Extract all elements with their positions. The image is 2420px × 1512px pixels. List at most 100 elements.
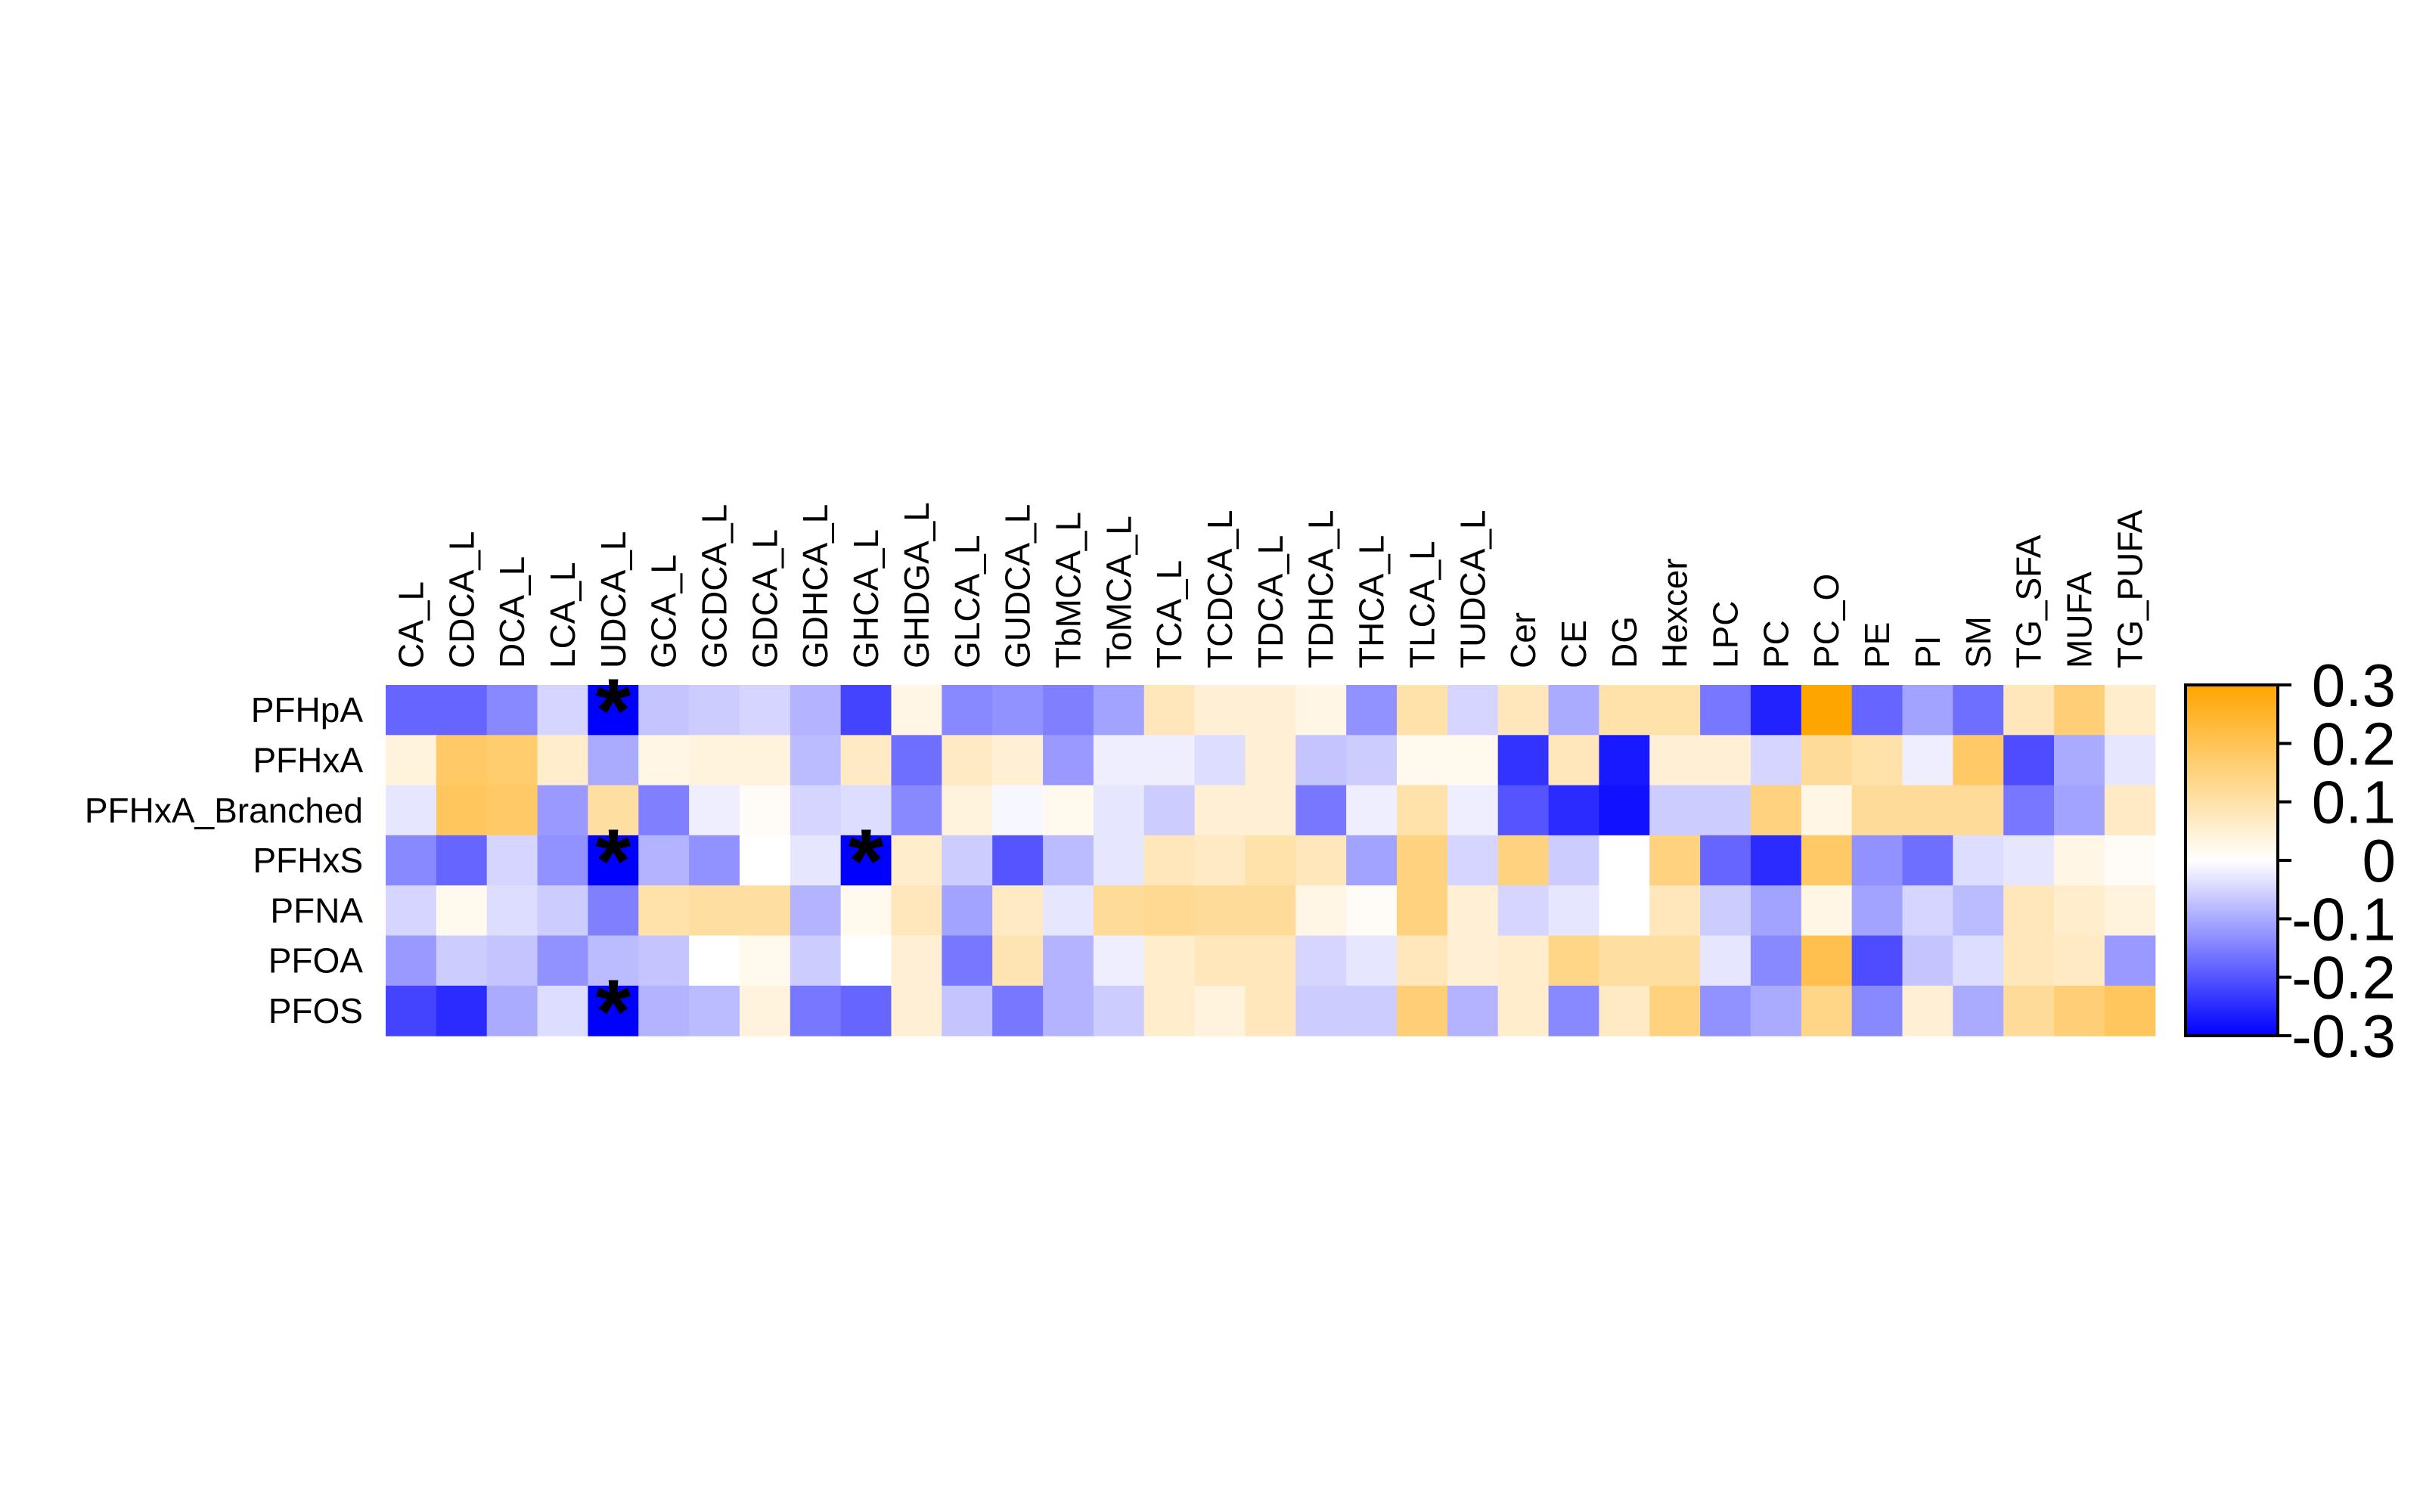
heatmap-cell (992, 935, 1044, 987)
heatmap-cell (1093, 735, 1145, 786)
heatmap-cell (588, 835, 639, 886)
heatmap-cell (1245, 885, 1296, 937)
heatmap-cell (689, 885, 740, 937)
heatmap-cell (2104, 835, 2156, 886)
heatmap-cell (1750, 835, 1802, 886)
heatmap-cell (486, 935, 538, 987)
heatmap-cell (1700, 685, 1751, 736)
row-label: PFHxS (253, 841, 363, 880)
heatmap-cell (638, 835, 690, 886)
heatmap-cell (1953, 885, 2004, 937)
heatmap-cell (1093, 685, 1145, 736)
heatmap-cell (537, 935, 588, 987)
heatmap-cell (992, 685, 1044, 736)
heatmap-cell (386, 835, 437, 886)
heatmap-cell (2003, 785, 2055, 836)
heatmap-cell (588, 785, 639, 836)
heatmap-cell (1851, 685, 1903, 736)
column-label: GHCA_L (846, 529, 886, 668)
heatmap-cell (1599, 985, 1650, 1036)
heatmap-cell (942, 935, 993, 987)
heatmap-cell (386, 735, 437, 786)
heatmap-cell (1194, 685, 1246, 736)
heatmap-cell (638, 785, 690, 836)
heatmap-cell (1346, 785, 1398, 836)
heatmap-cell (1649, 985, 1701, 1036)
column-label: TCDCA_L (1200, 510, 1239, 668)
column-label: TLCA_L (1402, 541, 1441, 668)
heatmap-cell (992, 985, 1044, 1036)
heatmap-cell (942, 735, 993, 786)
heatmap-cell (891, 935, 942, 987)
heatmap-cell (1801, 885, 1853, 937)
heatmap-cell (1295, 835, 1347, 886)
column-label: DCA_L (492, 556, 532, 668)
heatmap-cell (891, 985, 942, 1036)
column-label: TUDCA_L (1453, 510, 1492, 668)
heatmap-cell (1194, 785, 1246, 836)
heatmap-cell (891, 685, 942, 736)
heatmap-cell (1599, 935, 1650, 987)
heatmap-cell (1447, 785, 1499, 836)
heatmap-cell (1043, 885, 1094, 937)
heatmap-cell (1295, 935, 1347, 987)
heatmap-cell (1043, 735, 1094, 786)
heatmap-cell (1346, 835, 1398, 886)
heatmap-cell (1346, 735, 1398, 786)
heatmap-cell (1397, 985, 1448, 1036)
heatmap-cell (2003, 735, 2055, 786)
column-label: LPC (1706, 601, 1745, 668)
heatmap-cell (790, 685, 842, 736)
heatmap-cell (1346, 885, 1398, 937)
heatmap-cell (1447, 835, 1499, 886)
heatmap-cell (1548, 735, 1599, 786)
heatmap-cell (1750, 885, 1802, 937)
heatmap-cell (1700, 885, 1751, 937)
heatmap-cell (1548, 685, 1599, 736)
heatmap-cell (1902, 685, 1953, 736)
heatmap-cell (638, 935, 690, 987)
heatmap-cell (1143, 935, 1196, 987)
heatmap-cell (891, 835, 942, 886)
heatmap-cell (2104, 885, 2156, 937)
significance-star: * (595, 810, 631, 912)
color-scale-ticks: 0.30.20.10-0.1-0.2-0.3 (2278, 652, 2396, 1070)
heatmap-cell (1093, 835, 1145, 886)
heatmap-cell (840, 785, 892, 836)
significance-star: * (595, 660, 631, 761)
heatmap-cell (1801, 935, 1853, 987)
heatmap-cell (2104, 985, 2156, 1036)
heatmap-cell (1801, 685, 1853, 736)
heatmap-cell (1194, 885, 1246, 937)
heatmap-cell (1497, 885, 1550, 937)
heatmap-cell (1497, 935, 1550, 987)
heatmap-cell (436, 785, 488, 836)
column-label: TG_PUFA (2110, 510, 2149, 668)
heatmap-cell (891, 735, 942, 786)
significance-markers: * * * * (595, 660, 883, 1062)
heatmap-cell (1295, 735, 1347, 786)
heatmap-cell (1953, 735, 2004, 786)
heatmap-cell (689, 785, 740, 836)
heatmap-cell (1245, 685, 1296, 736)
column-label: Hexcer (1655, 558, 1695, 668)
heatmap-cell (1801, 835, 1853, 886)
color-scale-bar (2184, 683, 2279, 1037)
heatmap-cell (689, 735, 740, 786)
heatmap-cell (386, 885, 437, 937)
column-label: TbMCA_L (1048, 512, 1087, 668)
column-label: LCA_L (543, 562, 582, 668)
heatmap-cell (790, 935, 842, 987)
heatmap-cell (537, 885, 588, 937)
heatmap-cell (840, 985, 892, 1036)
heatmap-cell (1851, 785, 1903, 836)
heatmap-cell (840, 885, 892, 937)
heatmap-cell (1245, 985, 1296, 1036)
heatmap-cell (1953, 935, 2004, 987)
heatmap-cell (1093, 785, 1145, 836)
heatmap-cell (1548, 835, 1599, 886)
heatmap-cell (1397, 835, 1448, 886)
heatmap-cell (1548, 985, 1599, 1036)
heatmap-cell (588, 935, 639, 987)
heatmap-cell (1700, 735, 1751, 786)
